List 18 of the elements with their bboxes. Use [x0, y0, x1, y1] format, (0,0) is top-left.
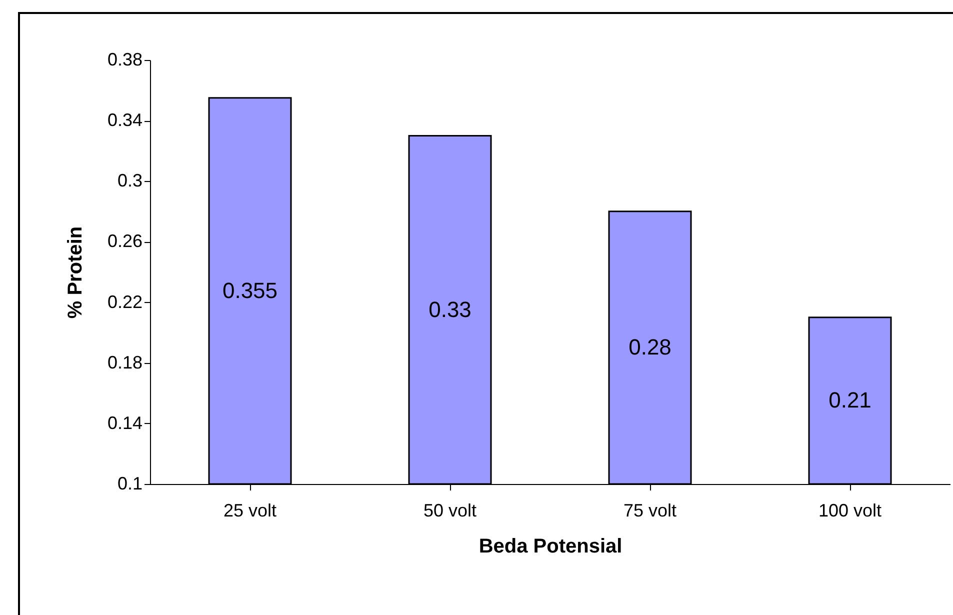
y-tick-label: 0.1: [117, 474, 142, 494]
x-tick-label: 100 volt: [818, 500, 882, 520]
x-tick-label: 50 volt: [423, 500, 477, 520]
data-label: 0.33: [428, 296, 472, 322]
data-label: 0.355: [222, 278, 278, 303]
y-axis-title: % Protein: [64, 226, 86, 319]
y-tick-label: 0.3: [117, 170, 142, 191]
y-tick-label: 0.14: [107, 412, 142, 433]
y-tick-label: 0.22: [107, 292, 142, 312]
x-tick-label: 25 volt: [223, 500, 277, 520]
x-axis-title: Beda Potensial: [478, 536, 622, 558]
y-tick-label: 0.18: [107, 352, 142, 372]
y-tick-label: 0.26: [107, 231, 142, 252]
data-label: 0.21: [828, 388, 872, 413]
y-tick-label: 0.34: [107, 110, 142, 130]
y-tick-label: 0.38: [107, 50, 142, 70]
data-label: 0.28: [628, 334, 672, 360]
x-tick-label: 75 volt: [623, 500, 677, 520]
